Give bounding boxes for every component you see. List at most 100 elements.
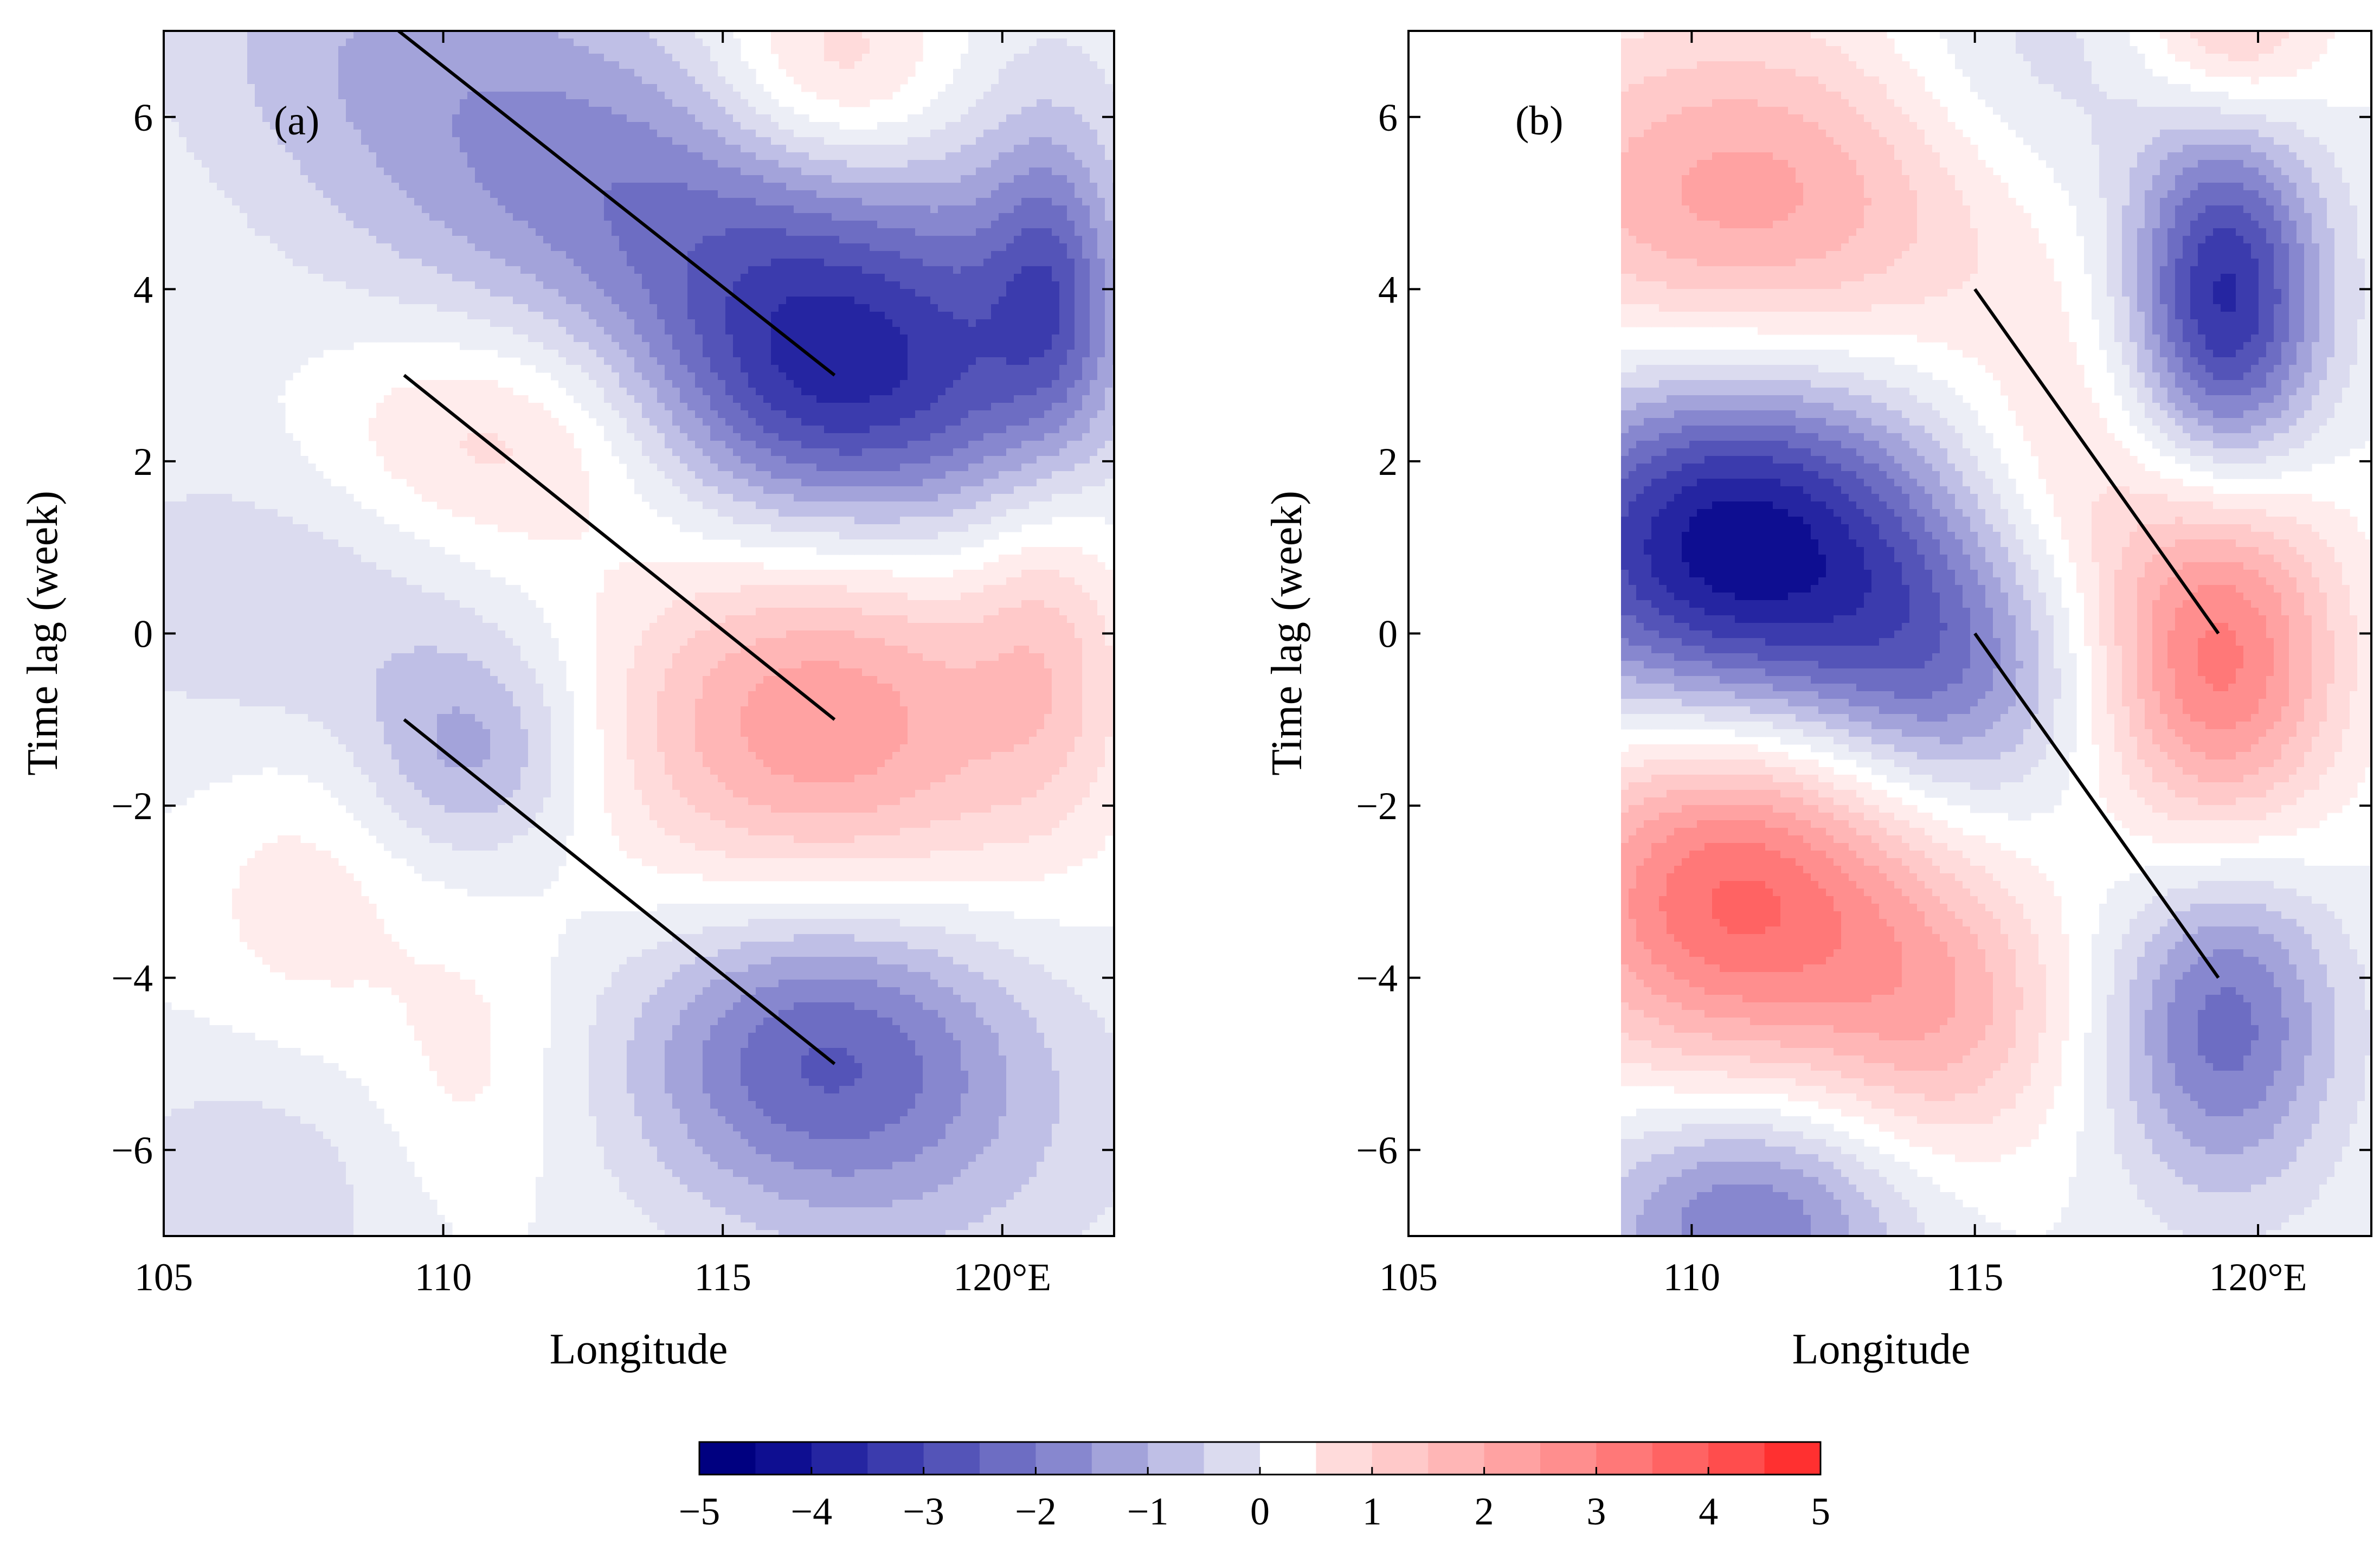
contour-cell — [179, 221, 187, 229]
contour-cell — [1037, 205, 1045, 214]
contour-cell — [240, 205, 248, 214]
contour-cell — [308, 274, 316, 282]
contour-cell — [528, 152, 536, 160]
contour-cell — [528, 168, 536, 176]
contour-cell — [748, 205, 756, 214]
contour-cell — [627, 183, 635, 191]
contour-cell — [725, 114, 734, 123]
contour-cell — [771, 304, 779, 312]
contour-cell — [923, 190, 931, 198]
contour-cell — [1105, 46, 1113, 54]
contour-cell — [1052, 274, 1060, 282]
contour-cell — [1052, 38, 1060, 47]
contour-cell — [809, 319, 817, 327]
contour-cell — [687, 130, 696, 138]
contour-cell — [429, 259, 438, 267]
contour-cell — [247, 99, 255, 107]
contour-cell — [384, 137, 392, 145]
contour-cell — [308, 334, 316, 343]
contour-cell — [1037, 281, 1045, 289]
contour-cell — [179, 114, 187, 123]
contour-cell — [217, 137, 225, 145]
contour-cell — [262, 236, 271, 244]
contour-cell — [953, 266, 961, 274]
contour-cell — [1029, 274, 1037, 282]
contour-cell — [703, 122, 711, 130]
contour-cell — [202, 228, 210, 236]
contour-cell — [1075, 251, 1083, 259]
contour-cell — [558, 145, 567, 153]
contour-cell — [1006, 114, 1014, 123]
contour-cell — [983, 107, 992, 115]
contour-cell — [551, 92, 559, 100]
contour-cell — [437, 92, 445, 100]
contour-cell — [467, 61, 475, 69]
contour-cell — [703, 297, 711, 305]
contour-cell — [991, 130, 999, 138]
contour-cell — [452, 152, 460, 160]
contour-cell — [816, 213, 825, 221]
contour-cell — [452, 92, 460, 100]
contour-cell — [437, 289, 445, 297]
contour-cell — [748, 69, 756, 77]
contour-cell — [938, 297, 946, 305]
contour-cell — [186, 99, 195, 107]
contour-cell — [255, 243, 263, 252]
contour-cell — [558, 327, 567, 335]
contour-cell — [255, 228, 263, 236]
contour-cell — [407, 228, 415, 236]
contour-cell — [786, 281, 794, 289]
contour-cell — [983, 259, 992, 267]
contour-cell — [445, 274, 453, 282]
contour-cell — [498, 221, 506, 229]
contour-cell — [771, 228, 779, 236]
contour-cell — [923, 168, 931, 176]
contour-cell — [665, 319, 673, 327]
contour-cell — [983, 130, 992, 138]
contour-cell — [877, 190, 885, 198]
contour-cell — [877, 61, 885, 69]
contour-cell — [741, 61, 749, 69]
contour-cell — [285, 145, 293, 153]
contour-cell — [186, 281, 195, 289]
contour-cell — [460, 221, 468, 229]
contour-cell — [520, 251, 529, 259]
contour-cell — [1097, 54, 1105, 62]
contour-cell — [771, 46, 779, 54]
contour-cell — [961, 160, 969, 168]
contour-cell — [680, 266, 688, 274]
contour-cell — [475, 168, 483, 176]
contour-cell — [779, 130, 787, 138]
contour-cell — [634, 266, 642, 274]
contour-cell — [854, 243, 863, 252]
contour-cell — [558, 137, 567, 145]
contour-cell — [255, 137, 263, 145]
contour-cell — [399, 122, 407, 130]
contour-cell — [870, 334, 878, 343]
contour-cell — [300, 289, 308, 297]
contour-cell — [240, 107, 248, 115]
contour-cell — [1067, 92, 1075, 100]
contour-cell — [467, 46, 475, 54]
contour-cell — [270, 205, 278, 214]
contour-cell — [839, 334, 847, 343]
contour-cell — [862, 61, 870, 69]
contour-cell — [338, 198, 346, 206]
contour-cell — [809, 327, 817, 335]
contour-cell — [437, 137, 445, 145]
contour-cell — [505, 137, 513, 145]
contour-cell — [672, 92, 680, 100]
contour-cell — [1082, 281, 1090, 289]
contour-cell — [816, 274, 825, 282]
contour-cell — [771, 99, 779, 107]
contour-cell — [976, 251, 984, 259]
contour-cell — [1021, 76, 1030, 85]
contour-cell — [422, 69, 430, 77]
contour-cell — [604, 84, 612, 92]
contour-cell — [437, 304, 445, 312]
contour-cell — [490, 205, 498, 214]
contour-cell — [642, 160, 650, 168]
contour-cell — [1105, 236, 1113, 244]
contour-cell — [756, 334, 764, 343]
contour-cell — [915, 130, 923, 138]
